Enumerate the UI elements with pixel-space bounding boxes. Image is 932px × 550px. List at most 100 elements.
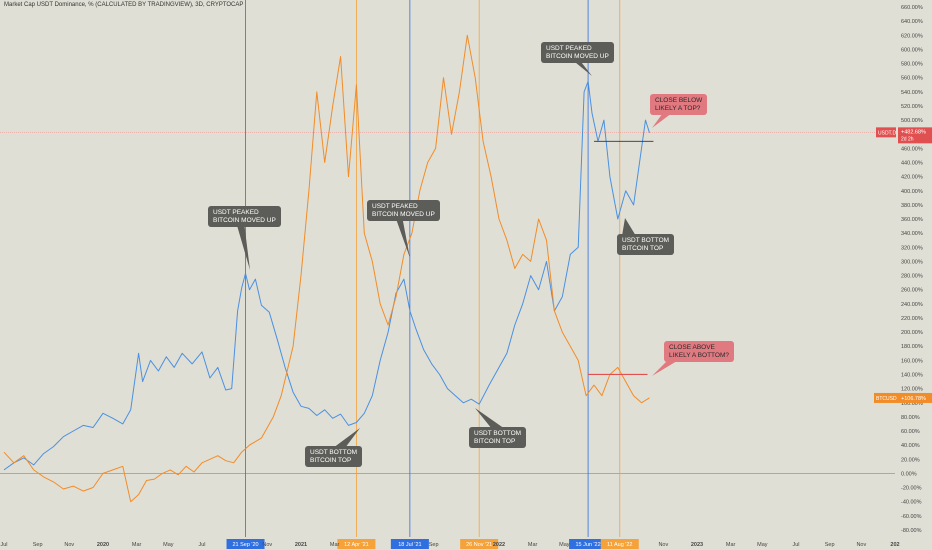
- x-tick-label: 2020: [97, 542, 109, 548]
- price-label-value: +482.68%: [901, 129, 926, 135]
- y-tick-label: 340.00%: [901, 231, 923, 237]
- price-tag-bg: [874, 392, 898, 403]
- y-tick-label: -20.00%: [901, 486, 922, 492]
- price-label-value: +106.78%: [901, 396, 926, 402]
- y-tick-label: 660.00%: [901, 5, 923, 11]
- price-label-bg: [898, 392, 932, 403]
- callout-pointer: [395, 216, 410, 258]
- x-tick-label: Nov: [64, 542, 74, 548]
- annotation-close-above[interactable]: CLOSE ABOVE LIKELY A BOTTOM?: [664, 341, 734, 362]
- y-tick-label: 420.00%: [901, 175, 923, 181]
- annotation-usdt-bottom-1[interactable]: USDT BOTTOM BITCOIN TOP: [617, 234, 675, 255]
- callout-pointer: [333, 428, 360, 448]
- y-tick-label: 120.00%: [901, 387, 923, 393]
- annotation-line-2: BITCOIN MOVED UP: [213, 216, 276, 224]
- date-marker-bg: [337, 539, 376, 549]
- x-tick-label: Jul: [0, 542, 7, 548]
- y-tick-label: 600.00%: [901, 47, 923, 53]
- date-marker-bg: [569, 539, 608, 549]
- annotation-line-1: USDT PEAKED: [213, 209, 259, 216]
- y-tick-label: 320.00%: [901, 245, 923, 251]
- date-marker-label: 21 Sep '20: [232, 542, 258, 548]
- x-tick-label: Sep: [429, 542, 439, 548]
- y-tick-label: 240.00%: [901, 302, 923, 308]
- annotation-usdt-bottom-3[interactable]: USDT BOTTOM BITCOIN TOP: [469, 427, 527, 448]
- x-tick-label: Mar: [726, 542, 736, 548]
- x-tick-label: Nov: [658, 542, 668, 548]
- x-tick-label: 202: [890, 542, 899, 548]
- annotation-close-below[interactable]: CLOSE BELOW LIKELY A TOP?: [650, 94, 708, 115]
- y-tick-label: 460.00%: [901, 146, 923, 152]
- annotation-usdt-peaked-1[interactable]: USDT PEAKED BITCOIN MOVED UP: [208, 206, 281, 227]
- annotation-line-1: USDT BOTTOM: [474, 430, 522, 437]
- x-tick-label: May: [559, 542, 570, 548]
- annotation-line-1: USDT PEAKED: [546, 45, 592, 52]
- annotation-line-1: CLOSE BELOW: [655, 97, 703, 104]
- price-tag-name: BTCUSD: [876, 396, 897, 402]
- y-tick-label: -40.00%: [901, 500, 922, 506]
- annotation-line-2: LIKELY A BOTTOM?: [669, 351, 729, 359]
- y-tick-label: 640.00%: [901, 19, 923, 25]
- y-tick-label: 0.00%: [901, 471, 917, 477]
- x-tick-label: Jul: [198, 542, 205, 548]
- annotation-usdt-peaked-3[interactable]: USDT PEAKED BITCOIN MOVED UP: [541, 42, 614, 63]
- y-tick-label: 540.00%: [901, 90, 923, 96]
- y-tick-label: 440.00%: [901, 161, 923, 167]
- x-tick-label: Jul: [792, 542, 799, 548]
- annotation-usdt-bottom-2[interactable]: USDT BOTTOM BITCOIN TOP: [305, 446, 363, 467]
- y-tick-label: 400.00%: [901, 189, 923, 195]
- date-marker-bg: [226, 539, 265, 549]
- annotation-line-1: USDT BOTTOM: [310, 449, 358, 456]
- y-tick-label: 520.00%: [901, 104, 923, 110]
- x-tick-label: Mar: [330, 542, 340, 548]
- date-marker-label: 18 Jul '21: [398, 542, 421, 548]
- y-tick-label: 500.00%: [901, 118, 923, 124]
- price-tag-bg: [876, 127, 896, 138]
- annotation-line-2: LIKELY A TOP?: [655, 104, 701, 112]
- y-tick-label: 280.00%: [901, 274, 923, 280]
- y-tick-label: 200.00%: [901, 330, 923, 336]
- x-tick-label: Sep: [33, 542, 43, 548]
- date-marker-bg: [600, 539, 639, 549]
- annotation-line-2: BITCOIN TOP: [474, 437, 516, 445]
- y-tick-label: 560.00%: [901, 76, 923, 82]
- x-tick-label: Sep: [825, 542, 835, 548]
- y-tick-label: -60.00%: [901, 514, 922, 520]
- y-tick-label: 300.00%: [901, 259, 923, 265]
- y-tick-label: 60.00%: [901, 429, 920, 435]
- y-tick-label: 160.00%: [901, 358, 923, 364]
- price-label-bg: [898, 127, 932, 144]
- y-tick-label: 580.00%: [901, 62, 923, 68]
- x-tick-label: 2021: [295, 542, 307, 548]
- annotation-usdt-peaked-2[interactable]: USDT PEAKED BITCOIN MOVED UP: [367, 200, 440, 221]
- x-tick-label: 2022: [493, 542, 505, 548]
- callout-pointer: [236, 222, 250, 270]
- y-tick-label: 140.00%: [901, 372, 923, 378]
- annotation-line-2: BITCOIN TOP: [622, 244, 664, 252]
- y-tick-label: 260.00%: [901, 288, 923, 294]
- annotation-line-2: BITCOIN MOVED UP: [546, 52, 609, 60]
- annotation-line-2: BITCOIN MOVED UP: [372, 210, 435, 218]
- price-label-countdown: 2d 2h: [901, 136, 914, 142]
- x-tick-label: Nov: [856, 542, 866, 548]
- date-marker-bg: [460, 539, 499, 549]
- annotation-line-1: CLOSE ABOVE: [669, 344, 715, 351]
- series-line-bitcoin: [3, 34, 650, 503]
- y-tick-label: 80.00%: [901, 415, 920, 421]
- x-tick-label: Mar: [528, 542, 538, 548]
- y-tick-label: 220.00%: [901, 316, 923, 322]
- date-marker-label: 26 Nov '21: [466, 542, 492, 548]
- annotation-line-1: USDT BOTTOM: [622, 237, 670, 244]
- date-marker-label: 12 Apr '21: [344, 542, 369, 548]
- annotation-line-1: USDT PEAKED: [372, 203, 418, 210]
- callout-pointer: [622, 218, 636, 236]
- x-tick-label: Mar: [132, 542, 142, 548]
- price-tag-name: USDT.D: [878, 130, 896, 136]
- callout-pointer: [475, 408, 505, 429]
- date-marker-label: 11 Aug '22: [607, 542, 632, 548]
- y-tick-label: 100.00%: [901, 401, 923, 407]
- chart-title: Market Cap USDT Dominance, % (CALCULATED…: [4, 2, 244, 8]
- callout-pointer: [652, 358, 682, 376]
- y-tick-label: 180.00%: [901, 344, 923, 350]
